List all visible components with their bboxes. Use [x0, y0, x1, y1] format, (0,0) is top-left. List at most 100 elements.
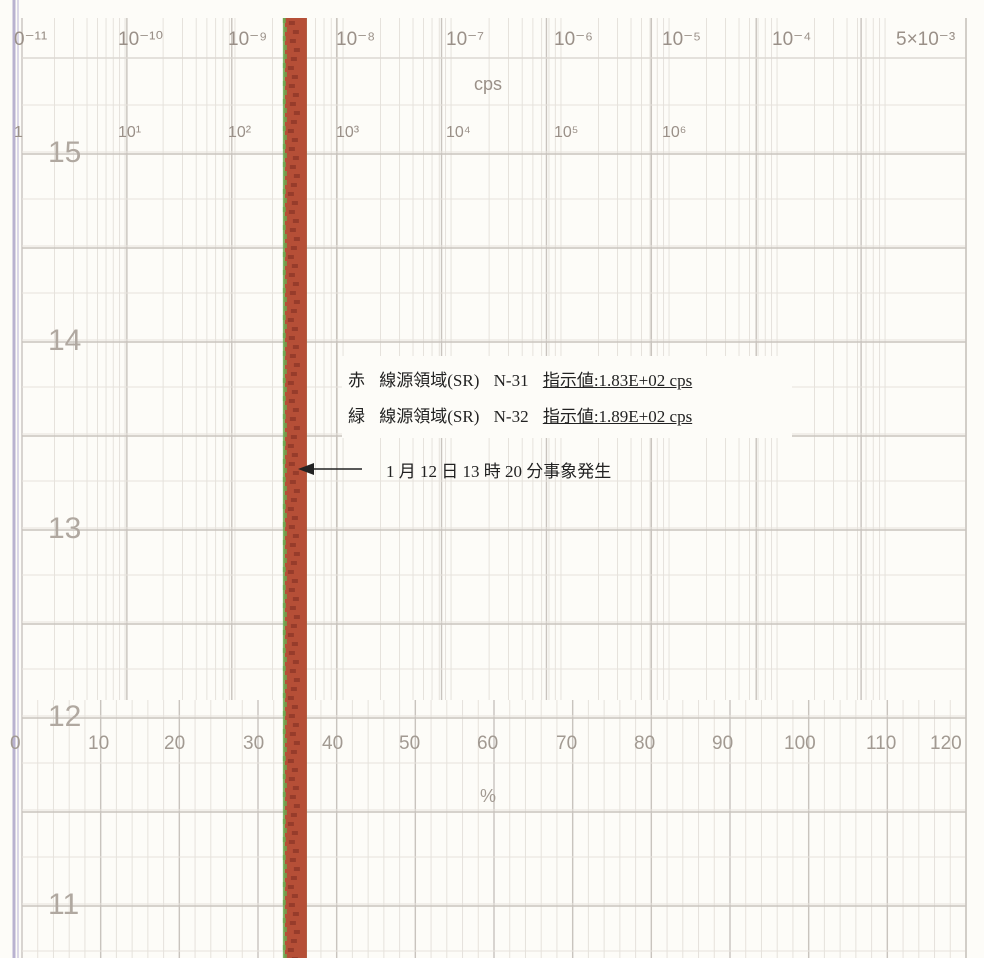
red-trace-speckle	[288, 399, 295, 403]
red-trace-speckle	[292, 408, 299, 412]
green-trace-speckle	[283, 360, 287, 365]
pct-tick-10: 10	[88, 733, 110, 754]
red-trace-speckle	[287, 822, 294, 826]
green-trace-speckle	[282, 396, 286, 401]
red-trace-speckle	[290, 624, 297, 628]
green-trace-speckle	[282, 900, 286, 905]
green-trace-speckle	[282, 18, 286, 23]
red-trace-speckle	[293, 552, 300, 556]
green-trace-speckle	[283, 810, 287, 815]
red-trace-speckle	[288, 777, 295, 781]
cps-tick2-3: 10²	[228, 124, 252, 141]
green-trace-speckle	[283, 720, 287, 725]
green-trace-speckle	[283, 342, 287, 347]
green-trace-speckle	[283, 576, 287, 581]
green-trace-speckle	[282, 648, 286, 653]
red-trace-speckle	[289, 417, 296, 421]
red-trace-speckle	[290, 498, 297, 502]
green-trace-speckle	[283, 279, 287, 284]
red-trace-speckle	[289, 543, 296, 547]
green-trace-speckle	[282, 252, 286, 257]
green-trace-speckle	[283, 684, 287, 689]
green-trace-speckle	[283, 531, 287, 536]
red-trace-speckle	[291, 768, 298, 772]
red-trace-speckle	[291, 516, 298, 520]
green-trace-speckle	[283, 153, 287, 158]
red-trace-speckle	[289, 921, 296, 925]
green-trace-speckle	[283, 297, 287, 302]
green-trace-speckle	[283, 387, 287, 392]
green-trace-speckle	[282, 504, 286, 509]
red-trace-speckle	[290, 183, 297, 187]
green-trace-speckle	[283, 90, 287, 95]
red-trace-speckle	[292, 219, 299, 223]
green-trace-speckle	[282, 63, 286, 68]
green-trace-speckle	[282, 144, 286, 149]
green-trace-speckle	[282, 756, 286, 761]
green-trace-speckle	[283, 864, 287, 869]
red-trace-speckle	[289, 732, 296, 736]
red-trace-speckle	[290, 57, 297, 61]
green-trace-speckle	[283, 486, 287, 491]
time-label-15: 15	[48, 136, 82, 169]
red-trace-speckle	[293, 174, 300, 178]
green-trace-speckle	[282, 414, 286, 419]
red-trace-speckle	[289, 39, 296, 43]
pct-tick-120: 120	[930, 733, 962, 754]
green-trace-speckle	[282, 81, 286, 86]
green-trace-speckle	[282, 630, 286, 635]
green-trace-speckle	[283, 45, 287, 50]
red-trace-speckle	[292, 660, 299, 664]
green-trace-speckle	[283, 675, 287, 680]
red-trace-speckle	[292, 786, 299, 790]
pct-tick-20: 20	[164, 733, 186, 754]
red-trace-speckle	[288, 273, 295, 277]
green-trace-speckle	[283, 594, 287, 599]
red-trace-speckle	[291, 642, 298, 646]
time-label-14: 14	[48, 324, 82, 357]
red-trace-speckle	[292, 156, 299, 160]
red-trace-speckle	[290, 876, 297, 880]
green-trace-speckle	[283, 891, 287, 896]
green-trace-speckle	[283, 216, 287, 221]
time-label-12: 12	[48, 700, 82, 733]
red-trace-speckle	[293, 300, 300, 304]
red-trace-speckle	[292, 597, 299, 601]
red-trace-speckle	[287, 66, 294, 70]
red-trace-speckle	[290, 435, 297, 439]
red-trace-speckle	[287, 885, 294, 889]
cps-tick2-2: 10¹	[118, 124, 142, 141]
red-trace-speckle	[291, 705, 298, 709]
pct-tick-60: 60	[477, 733, 499, 754]
red-trace-speckle	[287, 633, 294, 637]
legend-value: 指示値:1.89E+02 cps	[542, 407, 693, 426]
cps-tick-5: 10⁻⁷	[446, 29, 485, 50]
red-trace-speckle	[288, 462, 295, 466]
legend-color-name: 赤	[348, 371, 365, 390]
cps-tick-2: 10⁻¹⁰	[118, 29, 164, 50]
red-trace-speckle	[289, 669, 296, 673]
red-trace-speckle	[293, 678, 300, 682]
cps-tick2-5: 10⁴	[446, 124, 471, 141]
green-trace-speckle	[282, 162, 286, 167]
red-trace-speckle	[291, 894, 298, 898]
green-trace-speckle	[282, 333, 286, 338]
red-trace-speckle	[289, 291, 296, 295]
red-trace-speckle	[287, 507, 294, 511]
green-trace-speckle	[283, 639, 287, 644]
green-trace-speckle	[282, 36, 286, 41]
red-trace-speckle	[293, 363, 300, 367]
red-trace-speckle	[293, 111, 300, 115]
pct-tick-30: 30	[243, 733, 265, 754]
green-trace-speckle	[282, 603, 286, 608]
pct-tick-50: 50	[399, 733, 421, 754]
green-trace-speckle	[282, 522, 286, 527]
cps-tick-9: 5×10⁻³	[896, 29, 956, 50]
legend-region: 線源領域(SR)	[379, 407, 480, 426]
green-trace-speckle	[283, 927, 287, 932]
green-trace-speckle	[283, 954, 287, 958]
legend-value: 指示値:1.83E+02 cps	[542, 371, 693, 390]
legend-channel: N-31	[493, 371, 529, 390]
green-trace-speckle	[282, 477, 286, 482]
green-trace-speckle	[283, 468, 287, 473]
